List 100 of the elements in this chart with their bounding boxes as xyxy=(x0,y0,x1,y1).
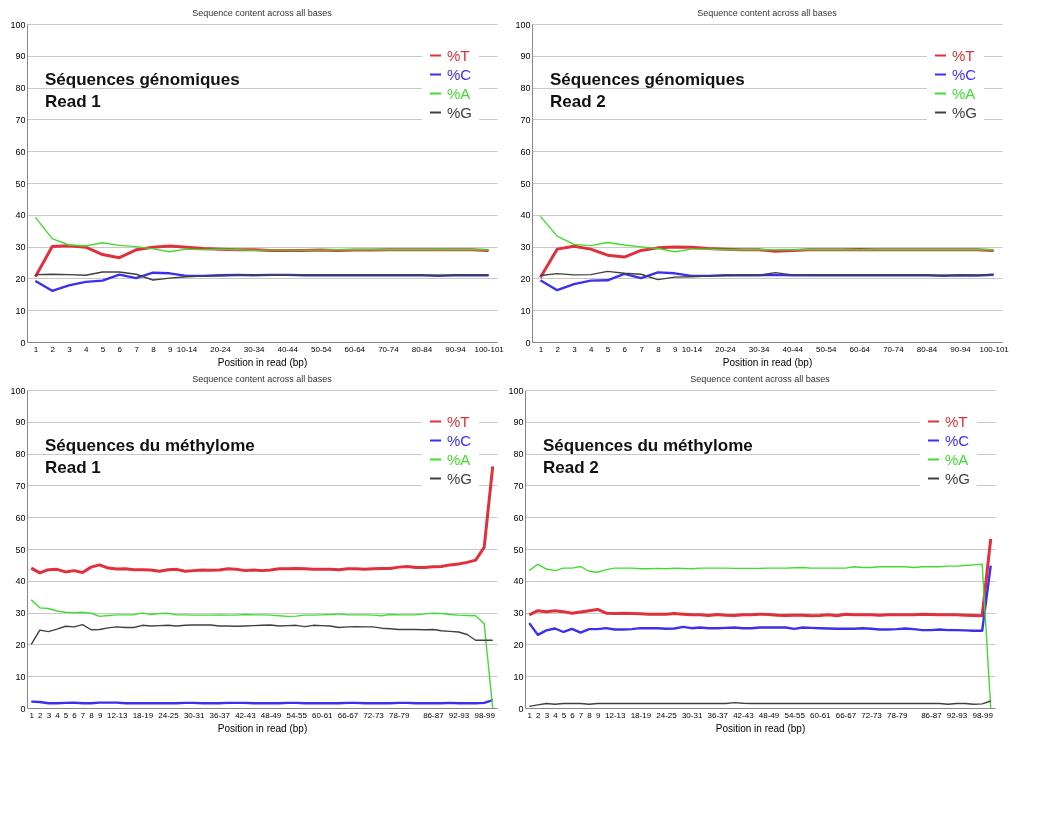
x-tick-label: 3 xyxy=(544,710,550,720)
y-tick-label: 70 xyxy=(15,114,26,125)
y-tick-label: 70 xyxy=(513,480,524,491)
x-axis-title: Position in read (bp) xyxy=(715,722,806,734)
x-tick-label: 100-101 xyxy=(979,344,1010,354)
x-tick-label: 98-99 xyxy=(474,710,496,720)
x-tick-label: 7 xyxy=(134,344,140,354)
legend-label: %A xyxy=(952,84,976,102)
x-tick-label: 8 xyxy=(89,710,95,720)
legend-label: %T xyxy=(952,46,975,64)
chart-title: Sequence content across all bases xyxy=(192,8,333,18)
x-tick-label: 3 xyxy=(46,710,52,720)
x-tick-label: 60-61 xyxy=(810,710,832,720)
x-tick-label: 24-25 xyxy=(158,710,180,720)
x-tick-label: 72-73 xyxy=(861,710,883,720)
x-tick-label: 6 xyxy=(72,710,78,720)
x-tick-label: 6 xyxy=(622,344,628,354)
legend-label: %T xyxy=(447,412,470,430)
line-series xyxy=(30,623,494,646)
x-tick-label: 80-84 xyxy=(411,344,433,354)
x-tick-label: 10-14 xyxy=(176,344,198,354)
x-tick-label: 6 xyxy=(570,710,576,720)
y-tick-label: 10 xyxy=(15,305,26,316)
line-series xyxy=(34,271,490,281)
x-tick-label: 6 xyxy=(117,344,123,354)
y-tick-label: 50 xyxy=(15,544,26,555)
x-tick-label: 8 xyxy=(587,710,593,720)
y-tick-label: 40 xyxy=(513,576,524,587)
x-tick-label: 98-99 xyxy=(972,710,994,720)
y-tick-label: 20 xyxy=(520,273,531,284)
x-tick-label: 2 xyxy=(555,344,561,354)
x-tick-label: 70-74 xyxy=(883,344,905,354)
x-tick-label: 18-19 xyxy=(630,710,652,720)
x-tick-label: 54-55 xyxy=(286,710,308,720)
y-tick-label: 50 xyxy=(15,178,26,189)
x-tick-label: 86-87 xyxy=(423,710,445,720)
x-tick-label: 4 xyxy=(84,344,90,354)
legend-label: %C xyxy=(945,431,970,449)
legend-label: %A xyxy=(447,84,471,102)
y-tick-label: 30 xyxy=(15,242,26,253)
x-tick-label: 40-44 xyxy=(782,344,804,354)
y-tick-label: 20 xyxy=(15,273,26,284)
x-tick-label: 30-34 xyxy=(243,344,265,354)
x-axis-title: Position in read (bp) xyxy=(217,722,308,734)
y-tick-label: 20 xyxy=(15,639,26,650)
legend-label: %A xyxy=(945,450,969,468)
x-tick-label: 4 xyxy=(589,344,595,354)
y-tick-label: 0 xyxy=(525,337,531,348)
y-tick-label: 80 xyxy=(513,449,524,460)
legend-label: %A xyxy=(447,450,471,468)
legend-label: %T xyxy=(945,412,968,430)
x-tick-label: 100-101 xyxy=(474,344,505,354)
line-series xyxy=(539,270,995,281)
x-tick-label: 8 xyxy=(656,344,662,354)
x-tick-label: 50-54 xyxy=(816,344,838,354)
x-tick-label: 80-84 xyxy=(916,344,938,354)
x-tick-label: 54-55 xyxy=(784,710,806,720)
x-tick-label: 2 xyxy=(536,710,542,720)
x-tick-label: 78-79 xyxy=(886,710,908,720)
x-tick-label: 72-73 xyxy=(363,710,385,720)
line-series xyxy=(527,537,993,618)
y-tick-label: 30 xyxy=(513,608,524,619)
y-tick-label: 50 xyxy=(520,178,531,189)
x-tick-label: 30-31 xyxy=(183,710,205,720)
x-tick-label: 9 xyxy=(97,710,103,720)
x-tick-label: 86-87 xyxy=(921,710,943,720)
x-tick-label: 7 xyxy=(578,710,584,720)
x-tick-label: 90-94 xyxy=(950,344,972,354)
y-tick-label: 100 xyxy=(508,385,524,396)
legend-label: %G xyxy=(952,103,978,121)
x-tick-label: 48-49 xyxy=(758,710,780,720)
legend-label: %G xyxy=(447,103,473,121)
y-tick-label: 100 xyxy=(10,19,26,30)
x-tick-label: 40-44 xyxy=(277,344,299,354)
y-tick-label: 40 xyxy=(520,210,531,221)
y-tick-label: 70 xyxy=(520,114,531,125)
y-tick-label: 90 xyxy=(513,417,524,428)
y-tick-label: 60 xyxy=(520,146,531,157)
x-tick-label: 3 xyxy=(67,344,73,354)
annotation: Séquences génomiques Read 2 xyxy=(550,70,745,111)
y-tick-label: 80 xyxy=(15,449,26,460)
line-series xyxy=(528,564,992,637)
x-tick-label: 3 xyxy=(572,344,578,354)
y-tick-label: 10 xyxy=(513,671,524,682)
y-tick-label: 90 xyxy=(15,51,26,62)
x-tick-label: 92-93 xyxy=(448,710,470,720)
line-series xyxy=(539,271,995,292)
x-tick-label: 4 xyxy=(55,710,61,720)
x-tick-label: 10-14 xyxy=(681,344,703,354)
y-tick-label: 60 xyxy=(15,146,26,157)
x-tick-label: 70-74 xyxy=(378,344,400,354)
y-tick-label: 0 xyxy=(518,703,524,714)
y-tick-label: 60 xyxy=(15,512,26,523)
x-tick-label: 20-24 xyxy=(715,344,737,354)
legend-label: %C xyxy=(952,65,977,83)
line-series xyxy=(34,216,490,253)
legend-label: %G xyxy=(447,469,473,487)
x-tick-label: 12-13 xyxy=(604,710,626,720)
x-tick-label: 66-67 xyxy=(835,710,857,720)
y-tick-label: 80 xyxy=(520,83,531,94)
